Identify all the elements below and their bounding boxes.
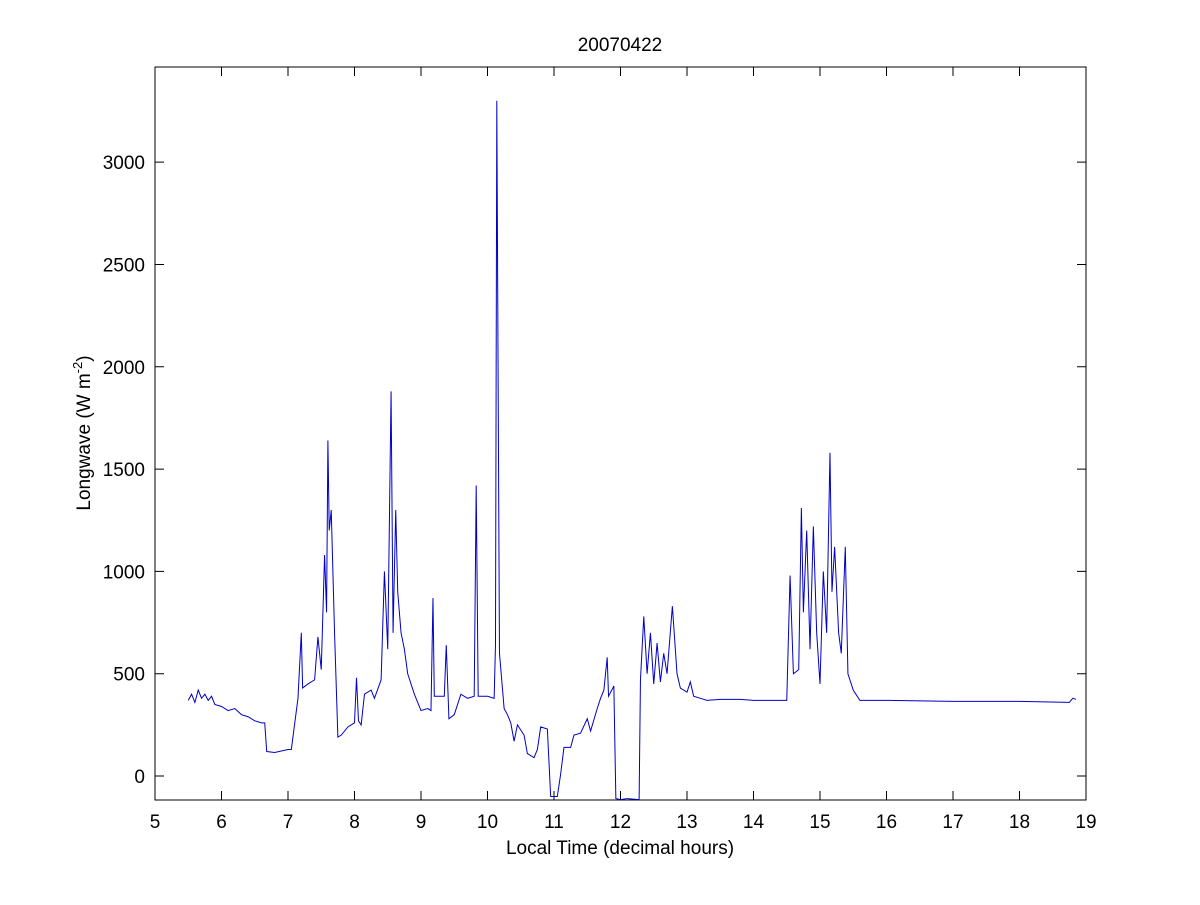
x-axis-label: Local Time (decimal hours) bbox=[506, 838, 734, 859]
chart-title: 20070422 bbox=[578, 35, 663, 56]
x-tick-label: 19 bbox=[1075, 812, 1096, 833]
plot-area bbox=[154, 66, 1087, 801]
data-line bbox=[187, 100, 1077, 800]
y-tick-label: 0 bbox=[134, 767, 145, 788]
y-tick-label: 1000 bbox=[103, 562, 145, 583]
x-tick-label: 7 bbox=[283, 812, 294, 833]
y-axis-label: Longwave (W m-2) bbox=[70, 355, 95, 510]
x-tick-label: 15 bbox=[809, 812, 830, 833]
y-tick-label: 1500 bbox=[103, 460, 145, 481]
x-tick-label: 17 bbox=[942, 812, 963, 833]
y-tick-label: 2000 bbox=[103, 358, 145, 379]
x-tick-label: 9 bbox=[416, 812, 427, 833]
x-tick-label: 8 bbox=[349, 812, 360, 833]
x-tick-label: 16 bbox=[876, 812, 897, 833]
x-tick-label: 12 bbox=[610, 812, 631, 833]
x-tick-label: 10 bbox=[477, 812, 498, 833]
x-tick-label: 5 bbox=[150, 812, 161, 833]
x-tick-label: 14 bbox=[743, 812, 765, 833]
x-tick-label: 13 bbox=[676, 812, 697, 833]
y-tick-label: 3000 bbox=[103, 153, 145, 174]
y-tick-label: 2500 bbox=[103, 255, 145, 276]
x-tick-label: 6 bbox=[216, 812, 227, 833]
y-tick-label: 500 bbox=[113, 665, 145, 686]
x-tick-label: 11 bbox=[544, 812, 564, 833]
x-tick-label: 18 bbox=[1009, 812, 1030, 833]
